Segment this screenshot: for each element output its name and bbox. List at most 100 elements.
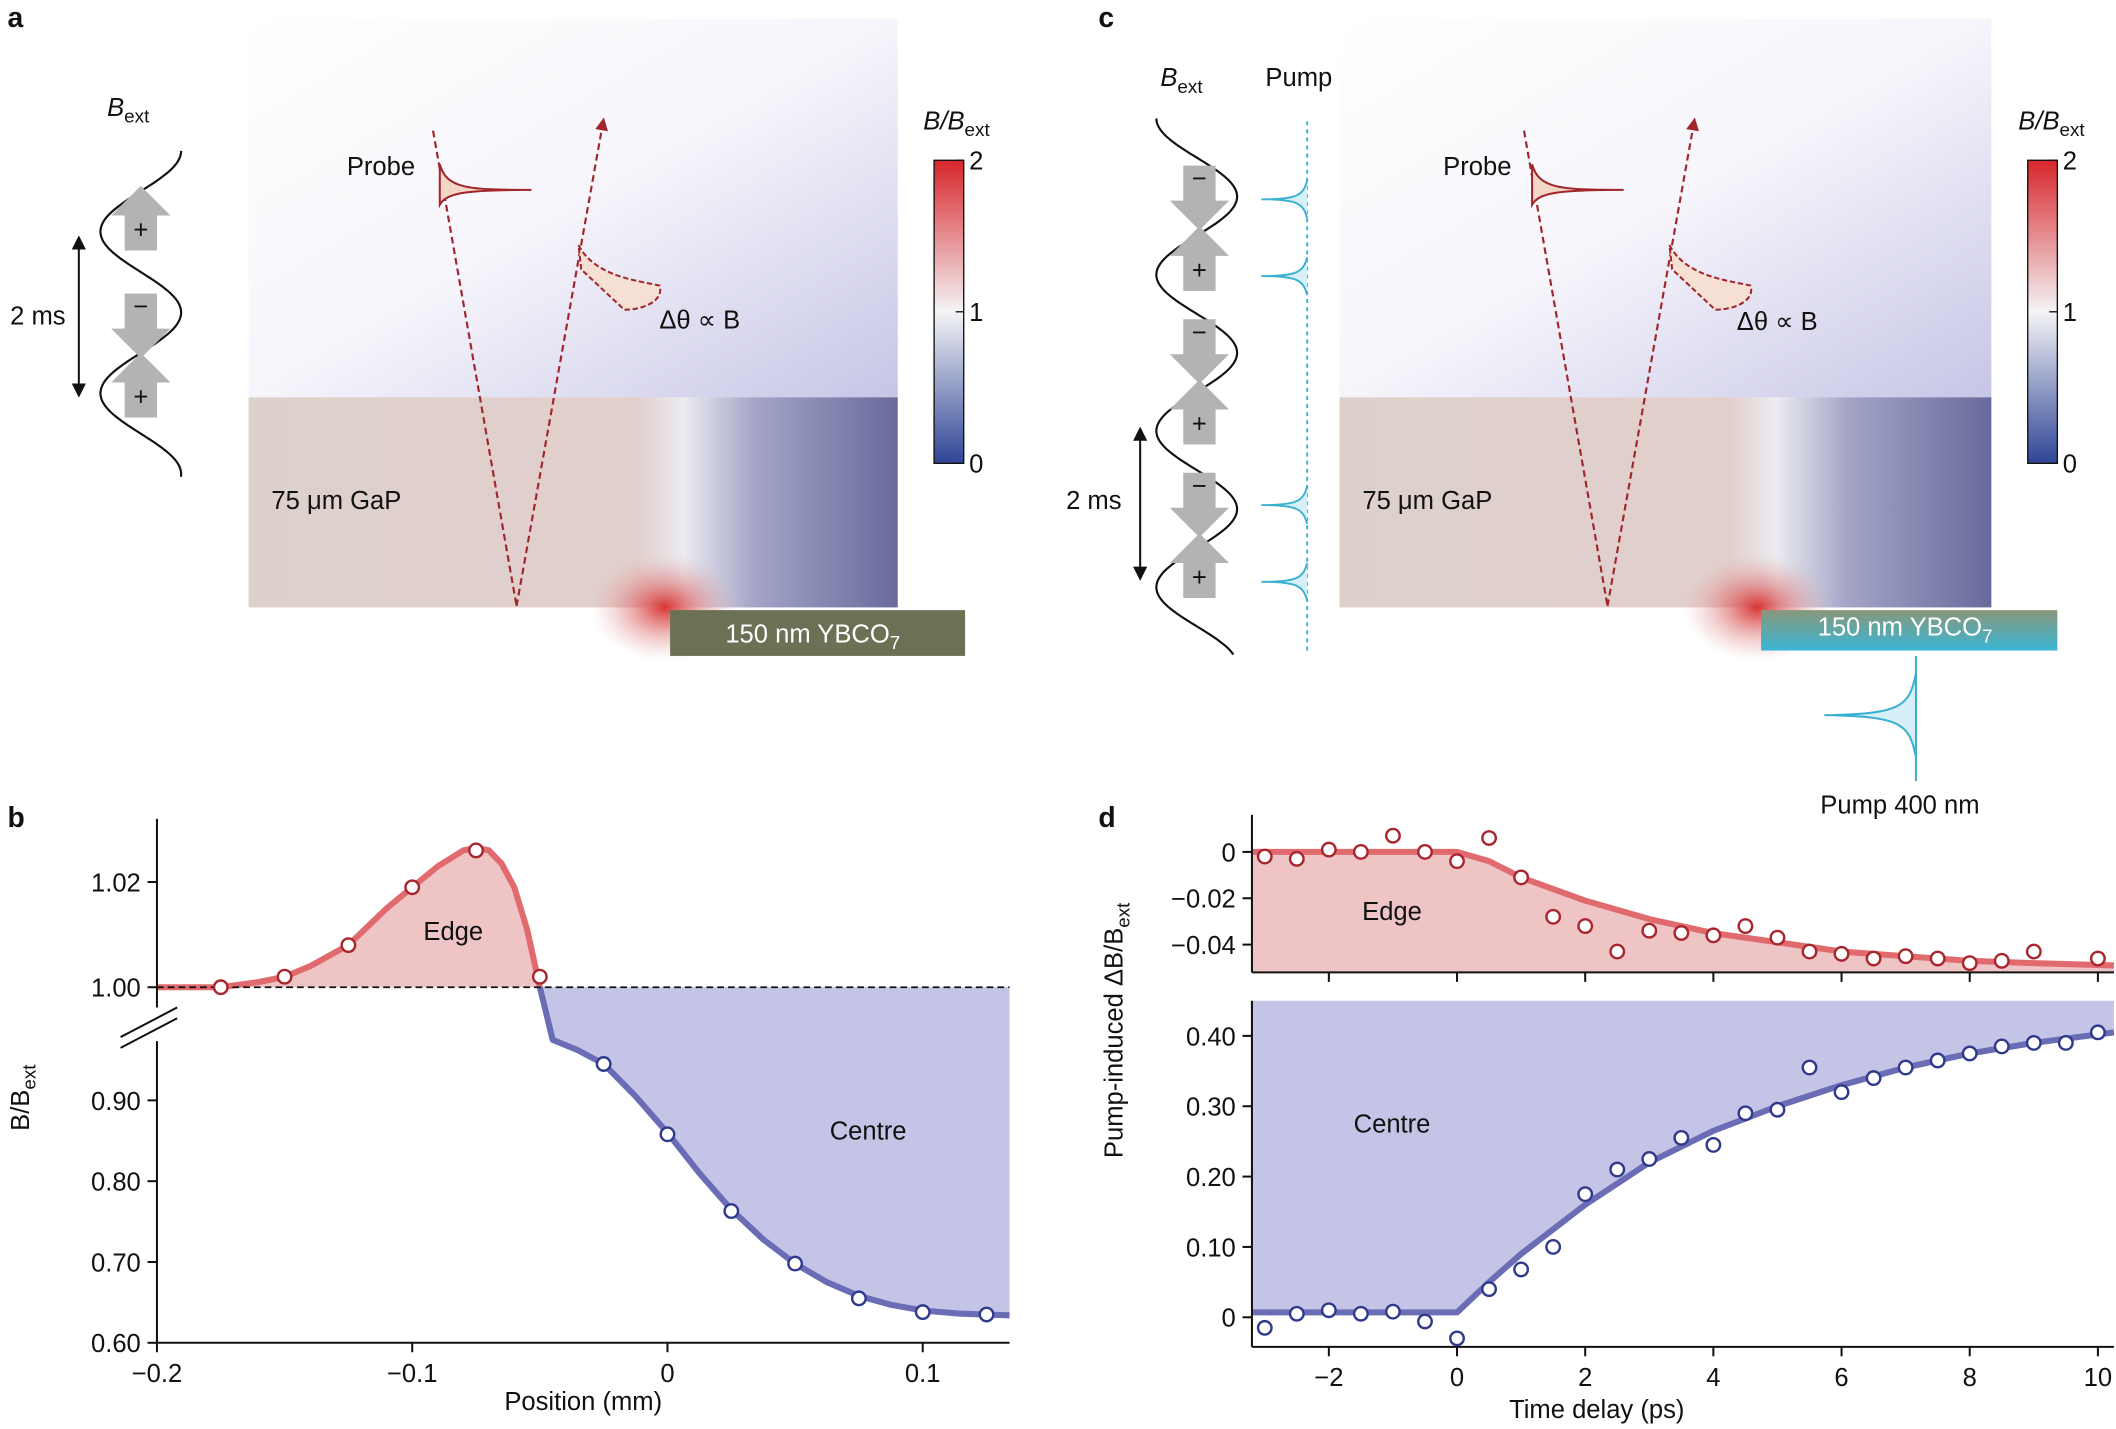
series-label: Centre bbox=[830, 1117, 907, 1145]
x-tick-label: 0 bbox=[1450, 1364, 1464, 1392]
data-point bbox=[978, 1306, 995, 1323]
data-point bbox=[1673, 1129, 1690, 1146]
data-point bbox=[1545, 908, 1562, 925]
text: 7 bbox=[890, 632, 900, 653]
period-label: 2 ms bbox=[1066, 487, 1121, 515]
field-arrow bbox=[1169, 472, 1230, 538]
series-label: Edge bbox=[423, 918, 483, 946]
y-tick-label: 1.02 bbox=[91, 869, 141, 897]
data-point bbox=[1417, 843, 1433, 860]
data-point bbox=[914, 1304, 931, 1321]
y-tick-label: 0.10 bbox=[1186, 1234, 1236, 1262]
data-point bbox=[1801, 1059, 1818, 1076]
text: 7 bbox=[1982, 625, 1992, 646]
colorbar-tick-label: 0 bbox=[969, 451, 983, 479]
data-point bbox=[1513, 869, 1530, 886]
y-tick-label: 0.40 bbox=[1186, 1023, 1236, 1051]
text: B/B bbox=[7, 1090, 35, 1131]
data-point bbox=[1352, 843, 1369, 860]
field-arrow bbox=[1169, 165, 1230, 231]
data-point bbox=[1833, 945, 1850, 962]
data-point bbox=[1256, 1319, 1273, 1336]
data-point bbox=[1705, 927, 1722, 944]
pump-pulse bbox=[1261, 562, 1309, 601]
pump-beam-label: Pump 400 nm bbox=[1820, 791, 1979, 819]
substrate-label: 75 μm GaP bbox=[1362, 487, 1492, 515]
field-region bbox=[1339, 18, 1992, 398]
x-tick-label: −0.1 bbox=[387, 1360, 438, 1388]
y-tick-label: 0.60 bbox=[91, 1330, 141, 1358]
text: ext bbox=[19, 1064, 40, 1090]
field-label: Bext bbox=[1160, 64, 1203, 97]
probe-pulse bbox=[1531, 164, 1624, 209]
data-point bbox=[1801, 943, 1818, 960]
text: ext bbox=[2060, 119, 2086, 140]
data-point bbox=[1577, 1186, 1594, 1203]
y-tick-label: 0.80 bbox=[91, 1169, 141, 1197]
data-point bbox=[1288, 1305, 1305, 1322]
data-point bbox=[1481, 1281, 1498, 1298]
probe-label: Probe bbox=[347, 153, 415, 181]
data-point bbox=[1833, 1084, 1850, 1101]
series-label: Edge bbox=[1362, 898, 1422, 926]
arrow-sign: + bbox=[1192, 257, 1207, 285]
data-point bbox=[1288, 850, 1305, 867]
film bbox=[670, 610, 966, 656]
data-point bbox=[340, 937, 357, 954]
text: ext bbox=[1177, 76, 1203, 97]
data-point bbox=[1449, 1330, 1465, 1347]
field-region bbox=[248, 18, 898, 398]
y-tick-label: 1.00 bbox=[91, 975, 141, 1003]
text: B bbox=[1160, 64, 1177, 92]
x-tick-label: 0.1 bbox=[905, 1360, 941, 1388]
substrate bbox=[1339, 397, 1992, 608]
y-tick-label: −0.02 bbox=[1171, 886, 1236, 914]
data-point bbox=[1384, 827, 1401, 844]
data-point bbox=[1929, 950, 1946, 967]
fit-line bbox=[156, 844, 543, 991]
field-arrow bbox=[111, 293, 171, 359]
data-point bbox=[659, 1126, 676, 1143]
pump-pulse bbox=[1261, 485, 1309, 525]
panel-label: c bbox=[1098, 1, 1114, 33]
probe-beam bbox=[1606, 117, 1699, 607]
chart: Centre 0 0.10 0.20 0.30 0.40 −2 0 2 4 6 8 10 Time del… bbox=[1101, 902, 2115, 1424]
data-point bbox=[1513, 1261, 1530, 1278]
colorbar-label: B/Bext bbox=[2018, 107, 2085, 140]
arrow-sign: + bbox=[133, 383, 148, 411]
data-point bbox=[850, 1290, 867, 1307]
arrow-sign: + bbox=[1192, 564, 1207, 592]
probe-pulse bbox=[438, 164, 532, 209]
data-point bbox=[2089, 950, 2106, 967]
chart: Edge 0 −0.02 −0.04 bbox=[1171, 814, 2115, 982]
probe-label: Probe bbox=[1443, 153, 1511, 181]
data-point bbox=[212, 979, 229, 996]
pump-pulse bbox=[1824, 673, 1917, 758]
data-point bbox=[1641, 922, 1658, 939]
data-point bbox=[1993, 952, 2010, 969]
probe-beam bbox=[1522, 130, 1609, 607]
area-fill bbox=[1251, 851, 2114, 973]
colorbar-tick-label: 1 bbox=[969, 299, 983, 327]
data-point bbox=[1961, 955, 1978, 972]
text: B bbox=[107, 94, 124, 122]
data-point bbox=[2025, 943, 2042, 960]
data-point bbox=[1609, 943, 1626, 960]
data-point bbox=[1481, 830, 1498, 846]
y-axis-label: Pump-induced ΔB/Bext bbox=[1101, 902, 1134, 1158]
rotation-label: Δθ ∝ B bbox=[1737, 308, 1818, 336]
x-axis-label: Time delay (ps) bbox=[1509, 1396, 1684, 1424]
data-point bbox=[1320, 841, 1337, 858]
data-point bbox=[1641, 1151, 1658, 1167]
area-fill bbox=[539, 987, 1010, 1316]
field-waveform bbox=[99, 150, 183, 477]
film-label: 150 nm YBCO7 bbox=[725, 620, 900, 653]
pump-label: Pump bbox=[1265, 64, 1332, 92]
probe-beam bbox=[432, 130, 518, 607]
series-label: Centre bbox=[1354, 1111, 1431, 1139]
pump-pulse bbox=[1261, 180, 1309, 219]
data-point bbox=[468, 842, 484, 859]
text: ext bbox=[124, 106, 150, 127]
data-point bbox=[1609, 1161, 1626, 1178]
panel-label: d bbox=[1098, 801, 1115, 833]
